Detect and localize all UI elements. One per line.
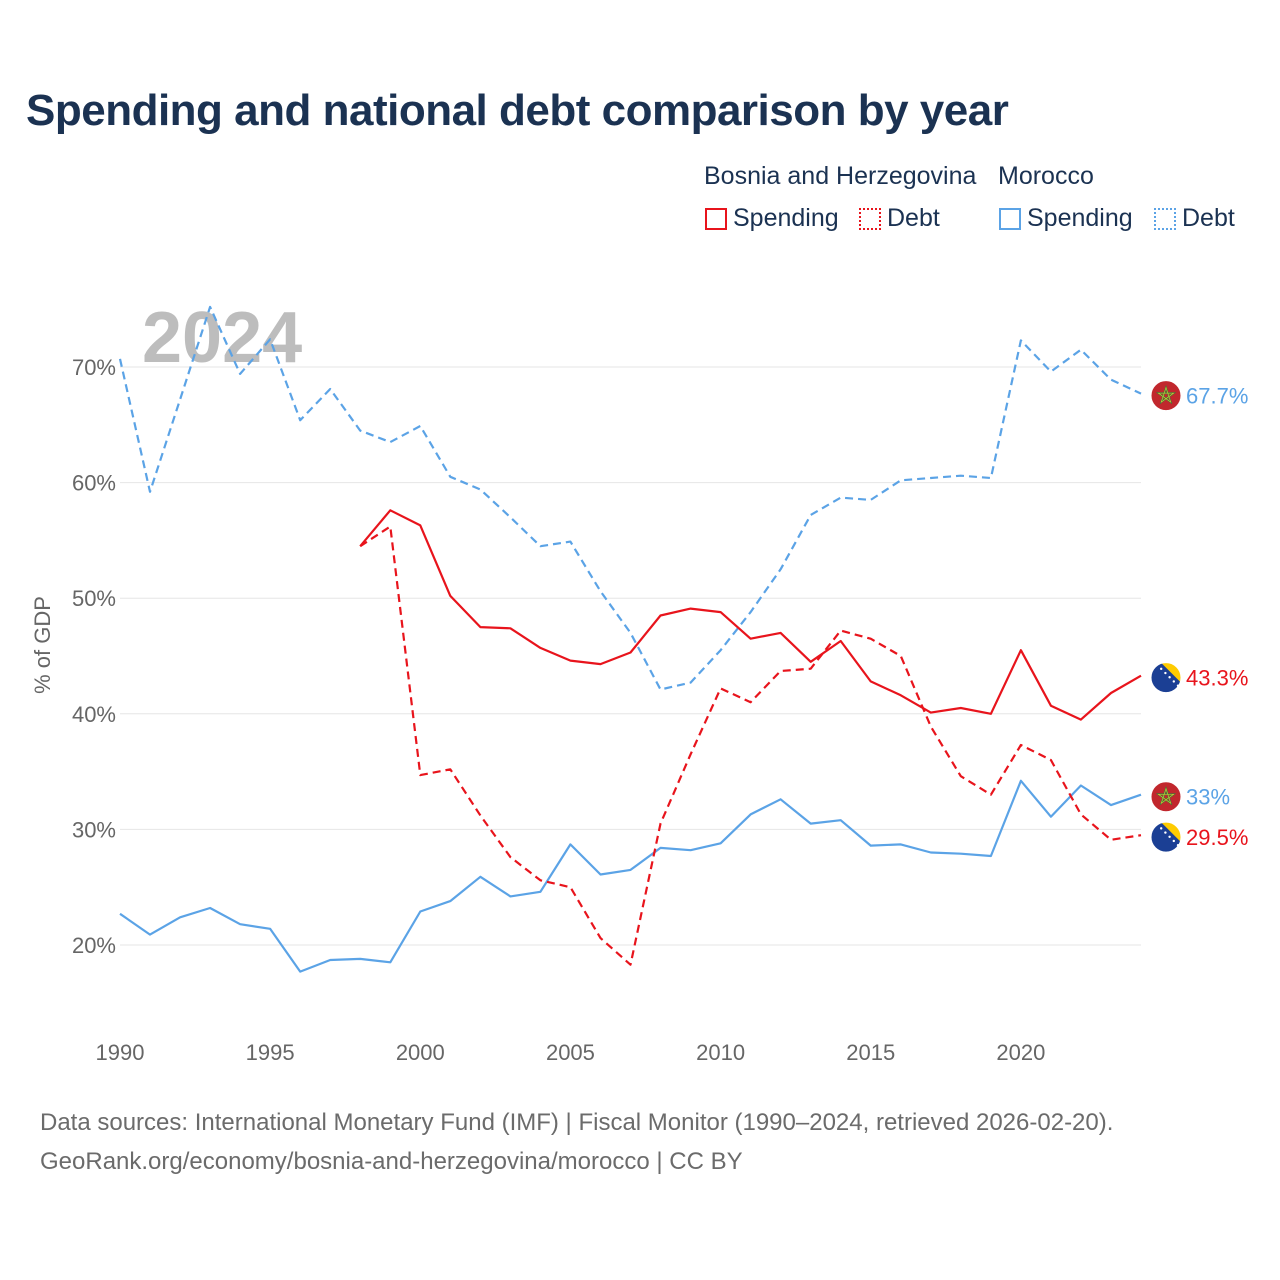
legend-label: Debt [887, 204, 940, 232]
y-tick-label: 40% [72, 702, 116, 727]
series-line-bosnia-and-herzegovina-debt[interactable] [359, 525, 1142, 966]
bosnia-flag-icon [1150, 662, 1182, 694]
x-tick-label: 2010 [696, 1040, 745, 1065]
end-labels: 67.7% 33% 43.3% 29.5% [1150, 380, 1248, 853]
legend-group-bosnia: Bosnia and Herzegovina [704, 162, 977, 190]
x-tick-label: 1995 [246, 1040, 295, 1065]
end-value-label: 67.7% [1186, 384, 1248, 409]
y-axis-label: % of GDP [30, 596, 55, 694]
x-tick-label: 2000 [396, 1040, 445, 1065]
legend-swatch-dotted [1154, 207, 1176, 230]
legend-bosnia-spending[interactable]: Spending [705, 204, 839, 233]
morocco-flag-icon [1150, 781, 1182, 813]
year-watermark: 2024 [142, 298, 302, 378]
y-tick-label: 60% [72, 471, 116, 496]
x-tick-label: 2015 [846, 1040, 895, 1065]
series-line-morocco-debt[interactable] [118, 305, 1142, 691]
series-line-morocco-spending[interactable] [119, 779, 1142, 973]
end-value-label: 43.3% [1186, 666, 1248, 691]
legend-bosnia-debt[interactable]: Debt [859, 204, 940, 233]
end-value-label: 33% [1186, 785, 1230, 810]
bosnia-flag-icon [1150, 821, 1182, 853]
series-layer [118, 305, 1142, 973]
legend-label: Debt [1182, 204, 1235, 232]
legend-label: Spending [733, 204, 839, 232]
legend-swatch-dotted [859, 207, 881, 230]
legend-label: Spending [1027, 204, 1133, 232]
gridlines [120, 366, 1141, 946]
y-tick-label: 50% [72, 586, 116, 611]
chart-title: Spending and national debt comparison by… [26, 86, 1009, 135]
y-axis-ticks: 20% 30% 40% 50% 60% 70% [72, 355, 116, 958]
source-line-2[interactable]: GeoRank.org/economy/bosnia-and-herzegovi… [40, 1148, 743, 1175]
x-axis-ticks: 1990 1995 2000 2005 2010 2015 2020 [96, 1040, 1046, 1065]
series-line-bosnia-and-herzegovina-spending[interactable] [359, 509, 1142, 721]
x-tick-label: 2020 [996, 1040, 1045, 1065]
y-tick-label: 30% [72, 817, 116, 842]
legend-swatch-solid [705, 207, 727, 230]
legend-swatch-solid [999, 207, 1021, 230]
source-line-1: Data sources: International Monetary Fun… [40, 1109, 1114, 1136]
end-value-label: 29.5% [1186, 825, 1248, 850]
y-tick-label: 70% [72, 355, 116, 380]
y-tick-label: 20% [72, 933, 116, 958]
x-tick-label: 2005 [546, 1040, 595, 1065]
legend-group-morocco: Morocco [998, 162, 1094, 190]
legend-morocco-debt[interactable]: Debt [1154, 204, 1235, 233]
morocco-flag-icon [1150, 380, 1182, 412]
x-tick-label: 1990 [96, 1040, 145, 1065]
legend-morocco-spending[interactable]: Spending [999, 204, 1133, 233]
